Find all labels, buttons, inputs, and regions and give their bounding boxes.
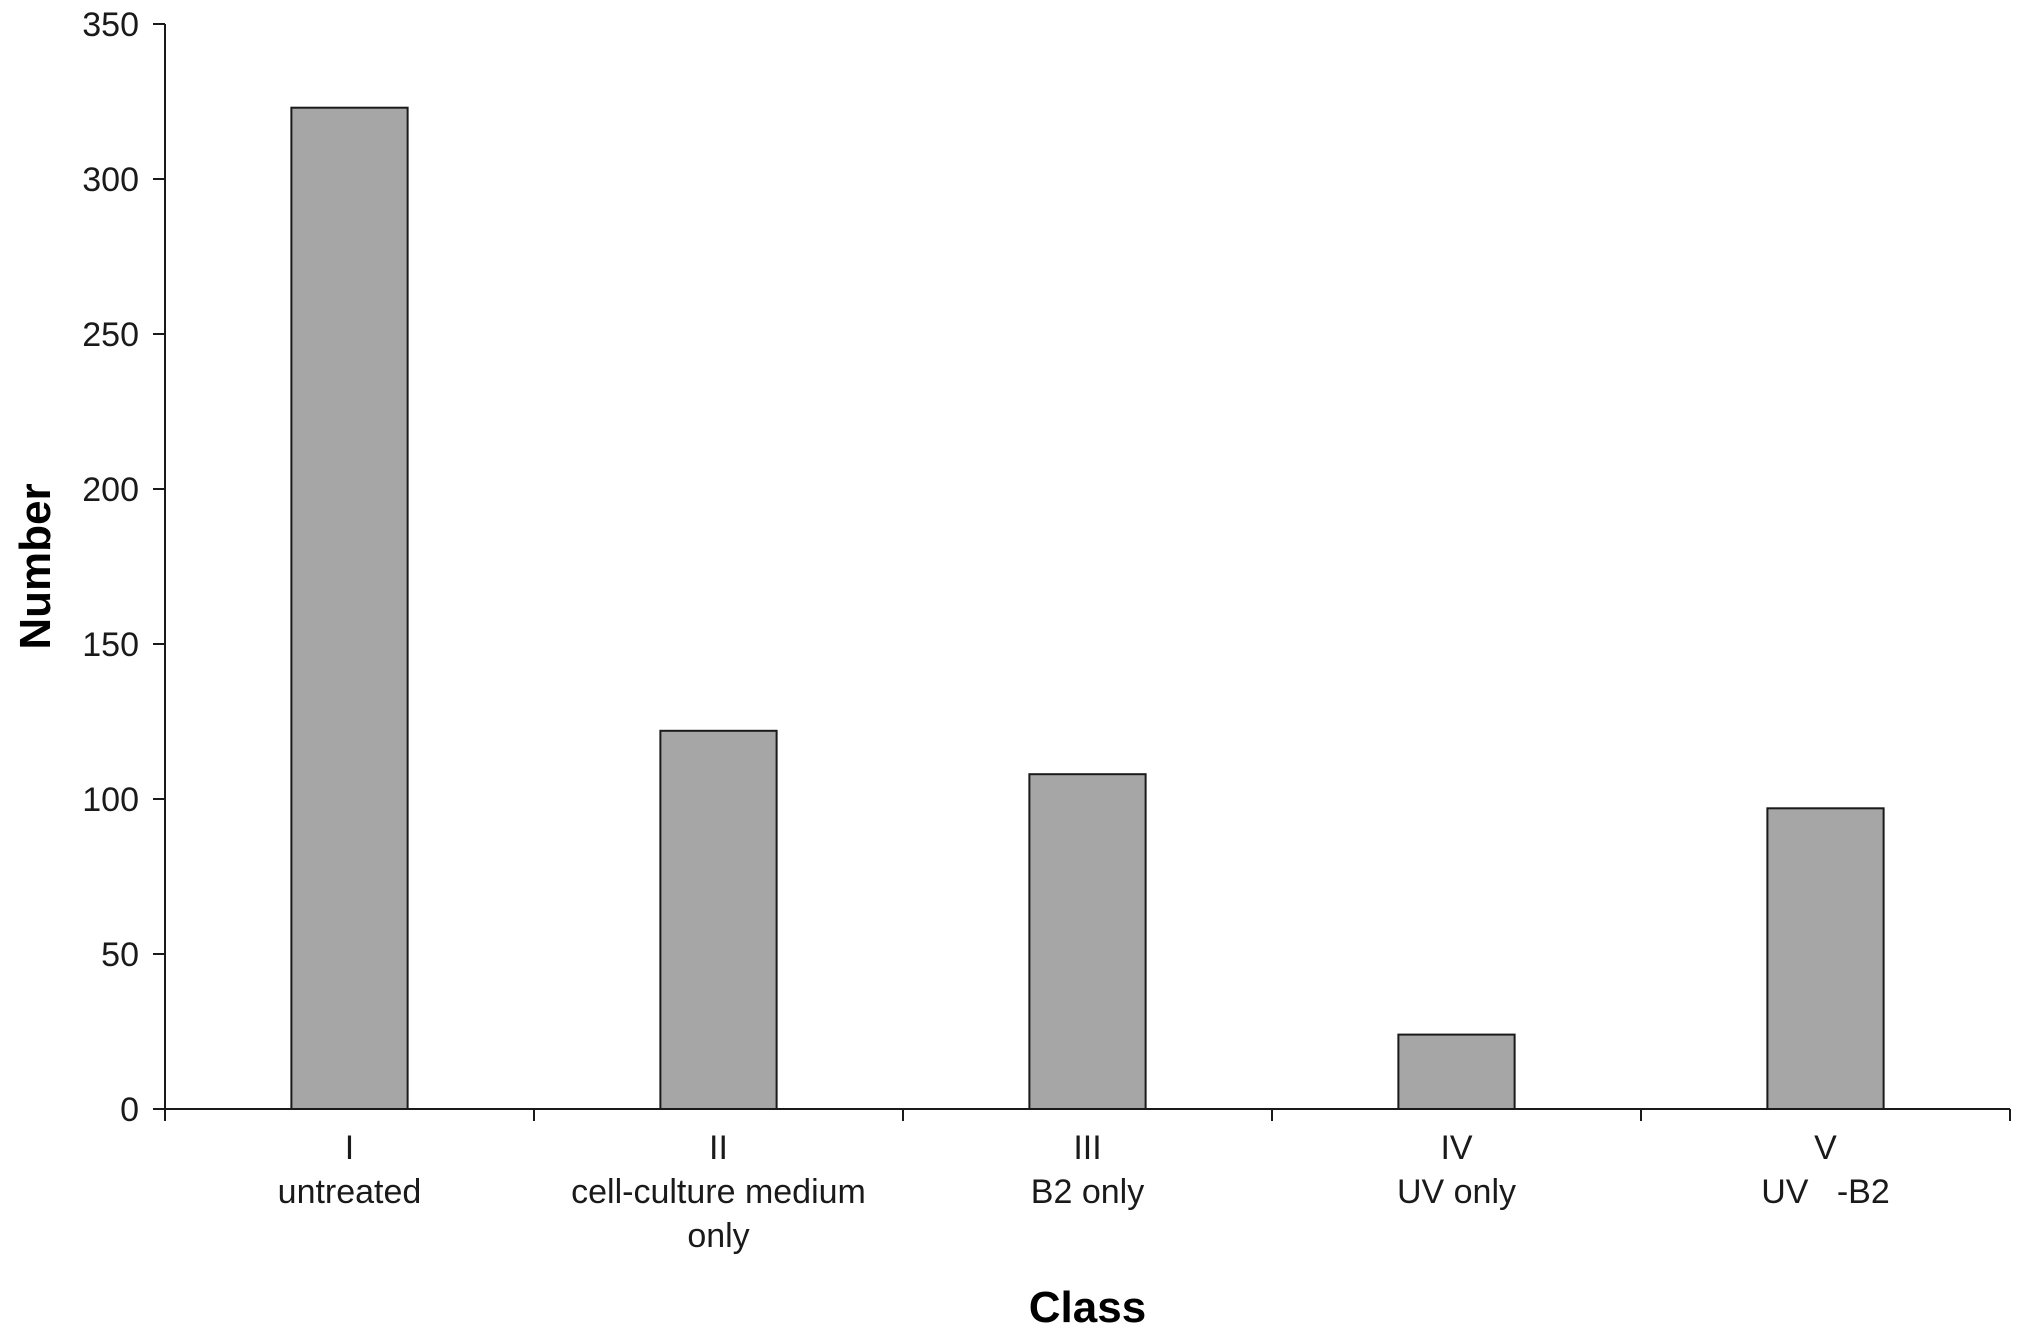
bar-v: [1766, 807, 1885, 1110]
y-axis-ticks: 0 50 100 150 200 250 300 350: [82, 6, 165, 1129]
category-label: cell-culture medium: [571, 1173, 866, 1211]
y-tick-label: 150: [82, 626, 139, 664]
category-label: B2 only: [1031, 1173, 1144, 1211]
y-axis-title: Number: [11, 483, 60, 649]
y-tick-label: 50: [101, 936, 139, 974]
y-tick-label: 200: [82, 471, 139, 509]
category-numeral: IV: [1440, 1129, 1472, 1167]
category-numeral: II: [709, 1129, 728, 1167]
y-tick-label: 300: [82, 161, 139, 199]
category-label: UV only: [1397, 1173, 1516, 1211]
y-tick-label: 0: [120, 1091, 139, 1129]
bar-i: [290, 106, 409, 1110]
y-tick-label: 250: [82, 316, 139, 354]
y-tick-label: 350: [82, 6, 139, 44]
x-axis-title: Class: [1029, 1283, 1146, 1332]
bar-iv: [1397, 1033, 1516, 1110]
category-label: untreated: [278, 1173, 422, 1211]
category-numeral: III: [1073, 1129, 1101, 1167]
category-numeral: V: [1814, 1129, 1837, 1167]
x-axis-ticks: [164, 1109, 2011, 1121]
y-tick-label: 100: [82, 781, 139, 819]
bar-ii: [659, 729, 778, 1110]
category-numeral: I: [345, 1129, 354, 1167]
bar-iii: [1028, 773, 1147, 1110]
category-label: UV -B2: [1761, 1173, 1889, 1211]
bars: [290, 106, 1885, 1110]
category-label: only: [687, 1217, 749, 1255]
